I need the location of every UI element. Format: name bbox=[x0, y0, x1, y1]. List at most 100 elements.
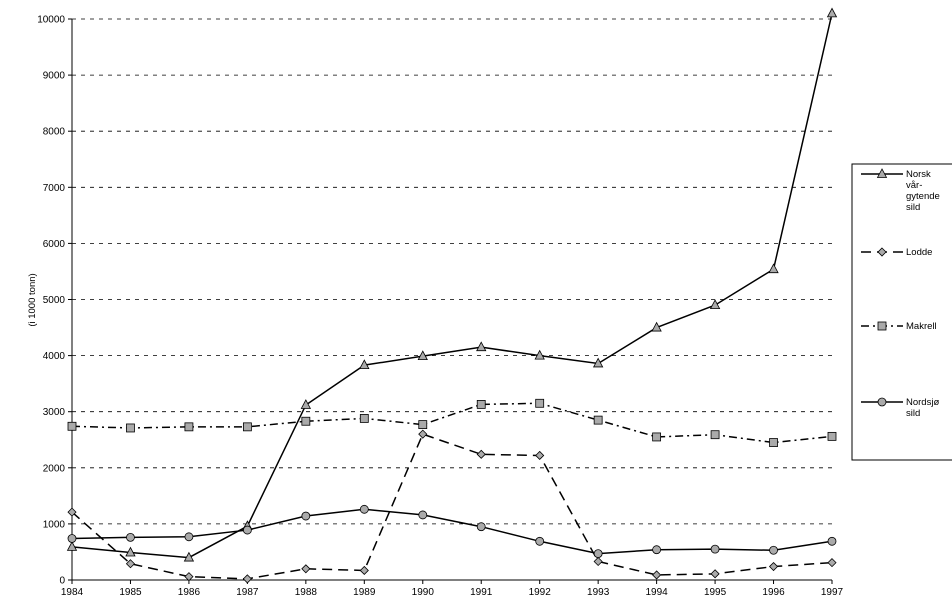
x-tick-label-1992: 1992 bbox=[529, 587, 552, 598]
x-tick-label-1985: 1985 bbox=[119, 587, 142, 598]
legend-label-1-0: Lodde bbox=[906, 247, 932, 258]
data-point-2-1991 bbox=[476, 400, 486, 409]
data-point-2-1984 bbox=[67, 421, 77, 431]
series-line-1 bbox=[71, 433, 833, 580]
data-point-3-1994 bbox=[652, 545, 662, 555]
data-point-3-1989 bbox=[359, 504, 369, 514]
data-point-3-1986 bbox=[184, 532, 194, 542]
x-tick-label-1997: 1997 bbox=[821, 587, 844, 598]
data-point-1-1992 bbox=[535, 450, 545, 461]
data-point-0-1991 bbox=[476, 341, 487, 352]
x-tick-label-1994: 1994 bbox=[645, 587, 668, 598]
legend-label-0-2: gytende bbox=[906, 191, 940, 202]
legend-label-0-0: Norsk bbox=[906, 169, 931, 180]
data-point-3-1991 bbox=[476, 522, 486, 532]
data-point-1-1989 bbox=[359, 565, 369, 576]
data-point-1-1993 bbox=[593, 556, 603, 567]
data-point-2-1989 bbox=[359, 414, 369, 423]
legend-marker-3 bbox=[877, 397, 887, 407]
x-tick-label-1987: 1987 bbox=[236, 587, 259, 598]
data-point-0-1989 bbox=[359, 359, 370, 370]
data-point-2-1987 bbox=[242, 422, 252, 432]
data-point-1-1988 bbox=[301, 564, 311, 574]
data-point-3-1996 bbox=[769, 545, 778, 555]
data-point-3-1987 bbox=[242, 525, 252, 535]
x-tick-label-1986: 1986 bbox=[178, 587, 201, 598]
data-point-3-1985 bbox=[126, 532, 135, 542]
legend-label-3-0: Nordsjø bbox=[906, 397, 939, 408]
data-point-1-1991 bbox=[476, 449, 486, 459]
x-tick-label-1990: 1990 bbox=[412, 587, 435, 598]
y-tick-labels: 0 1000 2000 3000 4000 5000 6000 7000 8000 9000 100… bbox=[37, 15, 65, 587]
data-point-3-1995 bbox=[710, 544, 720, 554]
data-point-0-1992 bbox=[534, 349, 545, 360]
series-layer bbox=[66, 7, 838, 584]
data-point-2-1994 bbox=[652, 432, 662, 442]
data-point-0-1993 bbox=[592, 357, 604, 368]
x-tick-labels: 1984 1985 1986 1987 1988 1989 1990 1991 1992 1993… bbox=[61, 587, 844, 598]
y-tick-label-0: 0 bbox=[59, 576, 65, 587]
data-point-1-1995 bbox=[710, 569, 720, 579]
legend-label-0-1: vår- bbox=[906, 180, 922, 191]
y-tick-label-5000: 5000 bbox=[43, 295, 66, 306]
x-tick-label-1991: 1991 bbox=[470, 587, 493, 598]
data-point-3-1997 bbox=[827, 536, 837, 546]
y-tick-label-8000: 8000 bbox=[43, 127, 66, 138]
data-point-2-1990 bbox=[418, 420, 428, 430]
series-line-0 bbox=[71, 13, 833, 559]
series-line-3 bbox=[71, 508, 833, 555]
x-tick-label-1984: 1984 bbox=[61, 587, 84, 598]
data-point-0-1994 bbox=[651, 321, 662, 332]
y-tick-label-1000: 1000 bbox=[43, 519, 66, 530]
y-tick-label-10000: 10000 bbox=[37, 15, 65, 26]
data-point-2-1997 bbox=[827, 431, 837, 441]
y-axis-label: (i 1000 tonn) bbox=[27, 273, 38, 326]
y-tick-label-9000: 9000 bbox=[43, 71, 66, 82]
data-point-2-1996 bbox=[769, 438, 778, 447]
data-point-0-1985 bbox=[125, 546, 136, 557]
legend-marker-2 bbox=[877, 321, 887, 331]
data-point-0-1997 bbox=[826, 7, 838, 18]
data-point-1-1996 bbox=[768, 561, 779, 572]
x-tick-label-1996: 1996 bbox=[762, 587, 785, 598]
data-point-1-1985 bbox=[125, 559, 136, 569]
x-tick-label-1995: 1995 bbox=[704, 587, 727, 598]
y-tick-label-3000: 3000 bbox=[43, 407, 66, 418]
series-2 bbox=[67, 398, 837, 447]
x-tick-label-1988: 1988 bbox=[295, 587, 318, 598]
y-tick-label-4000: 4000 bbox=[43, 351, 66, 362]
data-point-3-1992 bbox=[535, 536, 545, 546]
data-point-2-1995 bbox=[710, 430, 720, 440]
data-point-1-1987 bbox=[242, 574, 252, 584]
gridlines bbox=[72, 18, 832, 525]
data-point-1-1994 bbox=[652, 570, 662, 580]
x-tick-label-1989: 1989 bbox=[353, 587, 376, 598]
data-point-2-1985 bbox=[126, 423, 135, 433]
data-point-3-1993 bbox=[593, 549, 603, 559]
series-1 bbox=[67, 429, 837, 584]
data-point-2-1992 bbox=[535, 398, 545, 408]
data-point-1-1997 bbox=[827, 558, 837, 568]
data-point-0-1984 bbox=[66, 541, 78, 551]
legend-box bbox=[851, 163, 952, 461]
legend-label-0-3: sild bbox=[906, 202, 920, 213]
data-point-3-1984 bbox=[67, 534, 77, 543]
data-point-2-1986 bbox=[184, 422, 194, 432]
legend-marker-1 bbox=[877, 247, 887, 257]
data-point-0-1990 bbox=[417, 350, 428, 361]
data-point-1-1990 bbox=[418, 429, 428, 439]
y-tick-label-7000: 7000 bbox=[43, 183, 66, 194]
data-point-0-1988 bbox=[300, 399, 312, 409]
data-point-0-1995 bbox=[709, 299, 721, 310]
legend-label-3-1: sild bbox=[906, 408, 920, 419]
legend: Norskvår-gytendesildLoddeMakrellNordsjøs… bbox=[851, 163, 952, 461]
data-point-1-1984 bbox=[67, 507, 77, 517]
series-0 bbox=[66, 7, 838, 562]
data-point-3-1988 bbox=[301, 511, 311, 521]
y-tick-label-2000: 2000 bbox=[43, 463, 66, 474]
data-point-3-1990 bbox=[418, 510, 428, 520]
data-point-1-1986 bbox=[184, 572, 194, 582]
data-point-2-1988 bbox=[301, 416, 311, 426]
data-point-0-1986 bbox=[183, 551, 195, 562]
